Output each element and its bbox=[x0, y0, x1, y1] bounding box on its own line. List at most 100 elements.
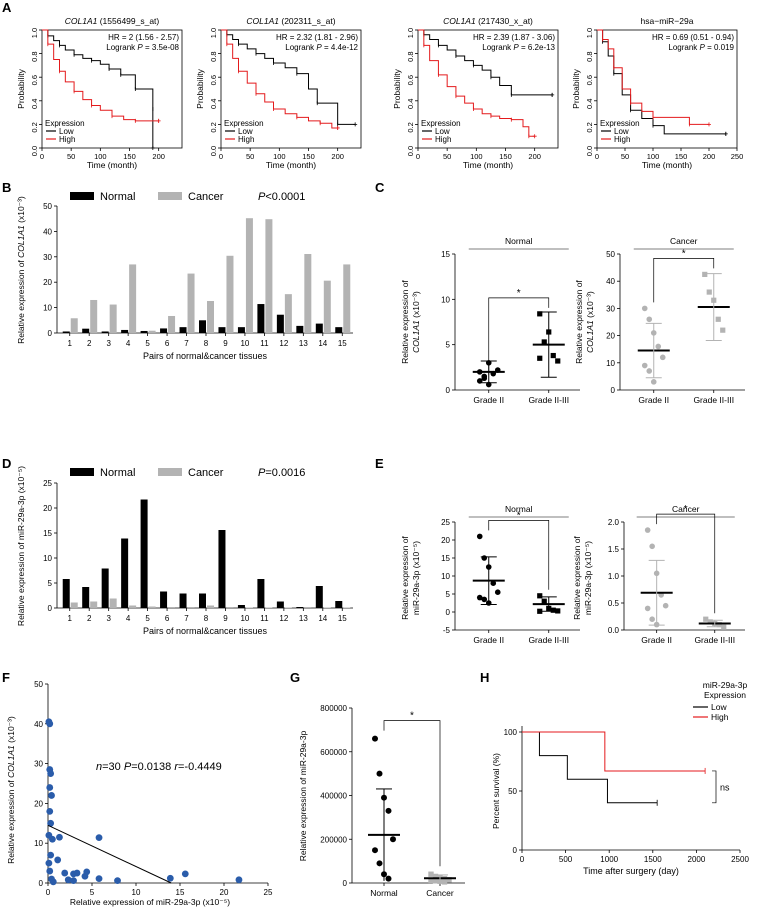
data-point bbox=[49, 878, 57, 886]
x-tick-label: 2500 bbox=[731, 855, 749, 864]
label-part: P bbox=[258, 191, 266, 203]
data-point bbox=[490, 580, 497, 586]
x-tick-label: 250 bbox=[731, 152, 744, 161]
bar-normal-5 bbox=[140, 499, 148, 608]
y-axis-label-line2: COL1A1 (x10⁻³) bbox=[585, 291, 595, 353]
panel-label-a: A bbox=[2, 0, 12, 15]
data-point bbox=[649, 616, 655, 622]
censor-mark bbox=[550, 92, 555, 97]
x-tick-label: 7 bbox=[184, 614, 189, 623]
y-tick-label: 0.8 bbox=[209, 51, 218, 61]
data-point bbox=[555, 358, 561, 364]
y-tick-label: 600000 bbox=[320, 748, 347, 757]
data-point bbox=[73, 869, 81, 877]
bar-normal-1 bbox=[62, 579, 70, 608]
label-part: P bbox=[258, 467, 266, 479]
bar-cancer-3 bbox=[109, 598, 117, 608]
km-curve-high bbox=[221, 29, 338, 129]
data-point bbox=[476, 533, 483, 540]
data-point bbox=[46, 784, 54, 791]
x-tick-label: Grade II bbox=[638, 395, 669, 405]
bar-normal-4 bbox=[121, 329, 129, 333]
data-point bbox=[715, 316, 721, 322]
bar-normal-8 bbox=[199, 593, 206, 608]
data-point bbox=[385, 875, 392, 882]
x-tick-label: Cancer bbox=[426, 888, 454, 898]
y-tick-label: 0 bbox=[611, 386, 616, 395]
x-axis-label: Time (month) bbox=[266, 160, 316, 170]
y-tick-label: 30 bbox=[34, 760, 43, 769]
significance-bracket bbox=[656, 513, 716, 614]
data-point bbox=[481, 596, 488, 603]
panel-label-f: F bbox=[2, 670, 10, 685]
bar-cancer-15 bbox=[343, 607, 351, 608]
x-axis-label: Time (month) bbox=[463, 160, 513, 170]
y-tick-label: 10 bbox=[43, 304, 52, 313]
bar-normal-3 bbox=[101, 331, 109, 333]
logrank-p: Logrank P = 4.4e-12 bbox=[285, 43, 358, 52]
x-tick-label: Grade II-III bbox=[528, 635, 569, 645]
panel-label-c: C bbox=[375, 180, 385, 195]
data-point bbox=[494, 589, 501, 595]
label-part: (202311_s_at) bbox=[279, 16, 336, 26]
x-tick-label: 13 bbox=[299, 614, 308, 623]
y-tick-label: 0.2 bbox=[585, 122, 594, 132]
x-tick-label: 6 bbox=[165, 614, 170, 623]
bar-normal-12 bbox=[276, 314, 284, 333]
y-tick-label: 20 bbox=[43, 278, 52, 287]
y-axis-label: Probability bbox=[16, 68, 26, 108]
y-tick-label: 25 bbox=[441, 518, 450, 527]
panel-a: A COL1A1 (1556499_s_at) 0.0 0.2 0.4 0.6 0.8 1.0… bbox=[2, 0, 743, 170]
data-point bbox=[47, 851, 55, 859]
bar-cancer-5 bbox=[148, 606, 156, 608]
y-axis-label-line2: miR-29a-3p (x10⁻⁵) bbox=[411, 541, 421, 615]
label-part: Relative expression of bbox=[6, 778, 16, 864]
x-tick-label: 0 bbox=[595, 152, 599, 161]
panel-label-d: D bbox=[2, 456, 11, 471]
x-tick-label: 50 bbox=[246, 152, 254, 161]
x-axis-label: Pairs of normal&cancer tissues bbox=[143, 626, 268, 636]
hazard-ratio: HR = 2.39 (1.87 - 3.06) bbox=[473, 33, 555, 42]
x-tick-label: 0 bbox=[40, 152, 44, 161]
y-tick-label: 0.0 bbox=[30, 146, 39, 156]
y-axis-label: Relative expression of COL1A1 (x10⁻³) bbox=[16, 196, 26, 344]
label-part: P bbox=[700, 43, 706, 52]
bar-normal-3 bbox=[101, 568, 109, 608]
bar-normal-11 bbox=[257, 304, 265, 333]
bar-normal-11 bbox=[257, 579, 265, 608]
label-part: =0.0138 bbox=[131, 761, 174, 773]
y-tick-label: 0.2 bbox=[406, 122, 415, 132]
bar-cancer-13 bbox=[304, 607, 312, 608]
hazard-ratio: HR = 0.69 (0.51 - 0.94) bbox=[652, 33, 734, 42]
x-tick-label: Grade II-III bbox=[528, 395, 569, 405]
x-tick-label: 11 bbox=[260, 339, 269, 348]
legend-label: High bbox=[435, 135, 451, 144]
panel-label-h: H bbox=[480, 670, 489, 685]
y-tick-label: 30 bbox=[43, 253, 52, 262]
data-point bbox=[46, 720, 54, 728]
y-tick-label: 10 bbox=[441, 572, 450, 581]
censor-mark bbox=[707, 122, 711, 127]
label-part: = 4.4e-12 bbox=[322, 43, 359, 52]
data-point bbox=[716, 622, 722, 628]
bar-cancer-12 bbox=[284, 294, 292, 333]
x-tick-label: 5 bbox=[145, 614, 150, 623]
y-tick-label: 50 bbox=[606, 250, 615, 259]
y-tick-label: 50 bbox=[34, 680, 43, 689]
y-axis-label: Relative expression of miR-29a-3p (x10⁻⁵… bbox=[16, 466, 26, 626]
legend-label: Low bbox=[435, 127, 450, 136]
data-point bbox=[48, 792, 55, 799]
data-point bbox=[707, 619, 713, 625]
data-point bbox=[56, 833, 63, 841]
bar-cancer-6 bbox=[168, 607, 176, 608]
legend-swatch-cancer bbox=[158, 468, 182, 476]
y-tick-label: 0.8 bbox=[406, 51, 415, 61]
y-tick-label: 15 bbox=[43, 529, 52, 538]
hazard-ratio: HR = 2 (1.56 - 2.57) bbox=[108, 33, 179, 42]
y-tick-label: 0.0 bbox=[209, 146, 218, 156]
censor-mark bbox=[335, 125, 340, 130]
y-tick-label: 800000 bbox=[320, 704, 347, 713]
x-tick-label: 9 bbox=[223, 339, 228, 348]
data-point bbox=[83, 868, 91, 876]
km-curve-low bbox=[221, 29, 356, 125]
